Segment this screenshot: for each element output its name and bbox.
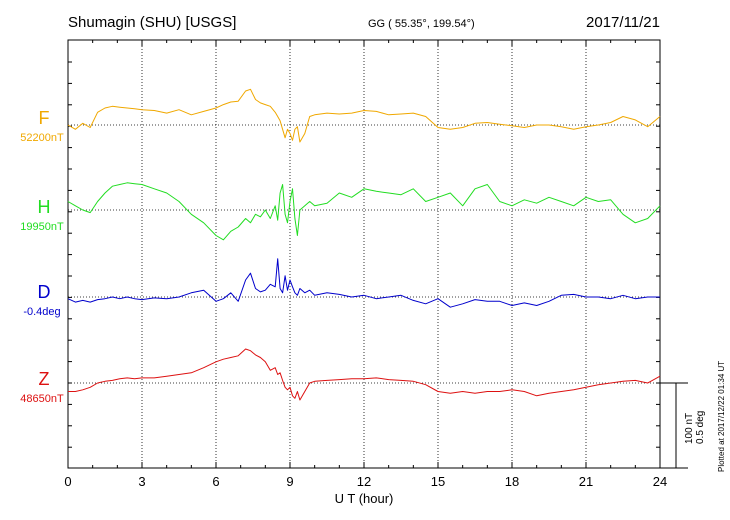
x-tick-label-6: 6: [212, 474, 219, 489]
series-line-h: [67, 182, 661, 241]
date-label: 2017/11/21: [586, 14, 660, 31]
scale-label-deg: 0.5 deg: [695, 411, 706, 444]
series-label-f: F: [39, 108, 50, 128]
x-tick-label-12: 12: [357, 474, 371, 489]
baseline-label-d: -0.4deg: [23, 306, 60, 318]
baseline-label-f: 52200nT: [20, 132, 64, 144]
x-tick-labels: 0 3 6 9 12 15 18 21 24: [64, 474, 667, 489]
x-tick-label-3: 3: [138, 474, 145, 489]
station-title: Shumagin (SHU) [USGS]: [68, 14, 236, 31]
grid-lines: [68, 40, 660, 468]
series-line-z: [68, 348, 661, 401]
x-tick-label-18: 18: [505, 474, 519, 489]
plotted-at-label: Plotted at 2017/12/22 01:34 UT: [717, 361, 726, 472]
series-label-z: Z: [39, 369, 50, 389]
x-axis-label: U T (hour): [335, 491, 394, 506]
coordinates-label: GG ( 55.35°, 199.54°): [368, 18, 475, 30]
component-labels: F 52200nT H 19950nT D -0.4deg Z 48650nT: [20, 108, 64, 405]
series-label-d: D: [38, 282, 51, 302]
x-tick-label-24: 24: [653, 474, 667, 489]
scale-bar: 100 nT 0.5 deg: [660, 382, 706, 469]
x-tick-label-15: 15: [431, 474, 445, 489]
series-group: [67, 88, 661, 401]
baseline-label-z: 48650nT: [20, 393, 64, 405]
scale-label-nt: 100 nT: [684, 413, 695, 444]
series-label-h: H: [38, 197, 51, 217]
baseline-label-h: 19950nT: [20, 221, 64, 233]
x-tick-label-9: 9: [286, 474, 293, 489]
series-line-d: [67, 258, 660, 308]
series-line-f: [67, 88, 661, 143]
x-tick-label-21: 21: [579, 474, 593, 489]
x-tick-label-0: 0: [64, 474, 71, 489]
